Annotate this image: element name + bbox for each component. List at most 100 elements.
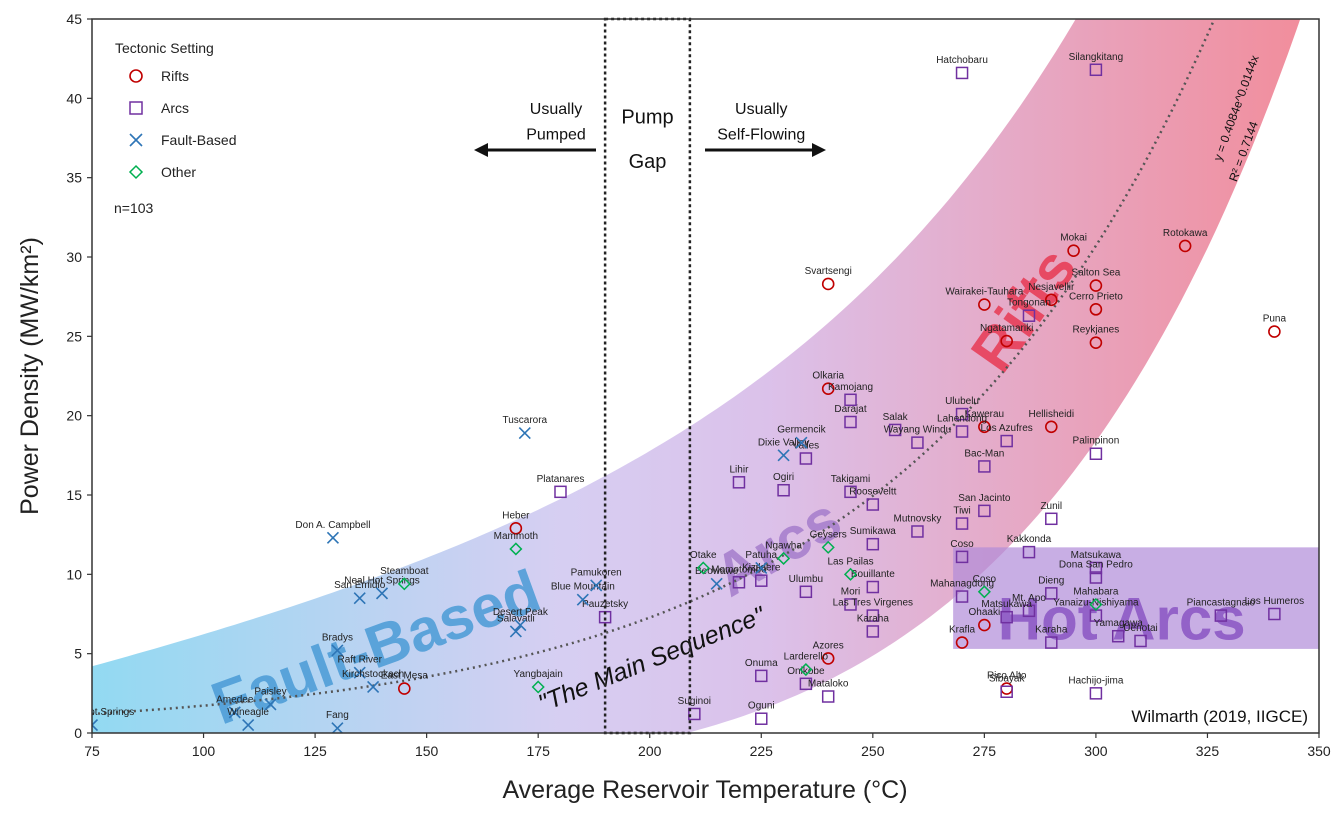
- point-label: Coso: [950, 539, 974, 550]
- data-point: [1044, 293, 1058, 307]
- point-label: Ngatamariki: [980, 323, 1033, 334]
- point-label: Tiwi: [953, 506, 970, 517]
- point-label: Paisley: [254, 686, 286, 697]
- point-label: Mutnovsky: [894, 513, 942, 524]
- pump-gap-label-line1: Pump: [621, 107, 673, 129]
- data-point: [1089, 336, 1103, 349]
- data-point: [397, 577, 411, 591]
- y-tick-label: 45: [66, 11, 82, 27]
- y-tick-label: 20: [66, 408, 82, 424]
- data-point: [1089, 597, 1103, 612]
- data-point: [228, 706, 241, 719]
- data-point: [509, 522, 523, 535]
- data-point: [242, 719, 255, 732]
- data-point: [1067, 244, 1080, 257]
- data-point: [978, 504, 991, 518]
- data-point: [821, 690, 835, 703]
- point-label: Rotokawa: [1163, 228, 1208, 239]
- point-label: Matsukawa: [981, 599, 1032, 610]
- point-label: Momotombo: [711, 564, 767, 575]
- point-label: Karaha: [1035, 625, 1068, 636]
- legend-entry: Other: [161, 164, 196, 180]
- data-point: [1111, 629, 1125, 643]
- data-point: [353, 666, 366, 679]
- point-label: Las Tres Virgenes: [833, 598, 913, 609]
- point-label: Wairakei-Tauhara: [945, 287, 1023, 298]
- x-tick-label: 100: [192, 743, 216, 759]
- point-label: Wineagle: [227, 707, 269, 718]
- usually-pumped-label-line1: Usually: [530, 101, 582, 118]
- data-point: [821, 277, 835, 291]
- data-point: [590, 579, 603, 592]
- point-label: Neal Hot Springs: [344, 575, 420, 586]
- point-label: Tuscarora: [502, 415, 547, 426]
- data-point: [799, 677, 813, 691]
- data-point: [1045, 512, 1058, 526]
- data-point: [978, 460, 991, 473]
- data-point: [755, 712, 768, 725]
- data-point: [1022, 604, 1036, 618]
- data-point: [821, 540, 835, 554]
- point-label: Mataloko: [808, 679, 849, 690]
- data-point: [844, 598, 857, 611]
- legend-entry: Fault-Based: [161, 132, 236, 148]
- data-point: [955, 66, 969, 80]
- data-point: [331, 644, 344, 657]
- data-point: [978, 298, 991, 311]
- data-point: [1268, 325, 1281, 338]
- data-point: [129, 133, 143, 147]
- data-point: [1000, 334, 1013, 348]
- point-label: Kawerau: [965, 409, 1004, 420]
- data-point: [264, 698, 277, 711]
- point-label: Azores: [813, 640, 844, 651]
- hot-arcs-band: [953, 547, 1319, 649]
- usually-self-flowing-label-line1: Usually: [735, 101, 787, 118]
- data-point: [554, 485, 567, 499]
- point-label: Mokai: [1060, 233, 1087, 244]
- data-point: [688, 707, 701, 721]
- point-label: Kakkonda: [1007, 534, 1052, 545]
- point-label: Palinpinon: [1073, 436, 1120, 447]
- data-point: [1089, 303, 1103, 316]
- point-label: Mt. Apo: [1012, 593, 1046, 604]
- point-label: Olkaria: [812, 371, 844, 382]
- data-point: [375, 587, 389, 600]
- point-label: Germencik: [777, 425, 826, 436]
- data-point: [1044, 420, 1058, 434]
- data-point: [1178, 239, 1192, 253]
- point-label: Matsukawa: [1071, 550, 1122, 561]
- point-label: Ogiri: [773, 472, 794, 483]
- data-point: [843, 567, 858, 581]
- point-label: Yanaizu-Nishiyama: [1053, 598, 1139, 609]
- point-label: San Emidio: [334, 580, 386, 591]
- data-point: [955, 425, 969, 438]
- data-point: [844, 393, 857, 407]
- x-tick-label: 275: [973, 743, 997, 759]
- data-point: [911, 436, 924, 449]
- point-label: Sumikawa: [850, 526, 897, 537]
- point-label: Fang: [326, 710, 349, 721]
- data-point: [531, 680, 545, 694]
- x-tick-label: 75: [84, 743, 100, 759]
- point-label: Karaha: [857, 613, 890, 624]
- data-point: [821, 652, 835, 665]
- data-point: [795, 436, 808, 449]
- data-point: [1089, 63, 1103, 77]
- point-label: Amedee: [216, 694, 254, 705]
- usually-pumped-label-line2: Pumped: [526, 127, 586, 144]
- legend-entry: Arcs: [161, 100, 189, 116]
- point-label: Raft River: [337, 655, 382, 666]
- data-point: [92, 719, 99, 732]
- point-label: Don A. Campbell: [295, 520, 370, 531]
- data-point: [1214, 609, 1228, 622]
- point-label: Los Humeros: [1245, 596, 1304, 607]
- point-label: Nesjavellir: [1028, 282, 1075, 293]
- data-point: [367, 680, 380, 694]
- data-point: [1089, 571, 1103, 584]
- data-point: [509, 625, 522, 638]
- point-label: Ngawha: [765, 540, 802, 551]
- data-point: [1000, 610, 1013, 624]
- legend-title: Tectonic Setting: [115, 40, 214, 56]
- data-point: [518, 427, 531, 440]
- y-tick-label: 30: [66, 249, 82, 265]
